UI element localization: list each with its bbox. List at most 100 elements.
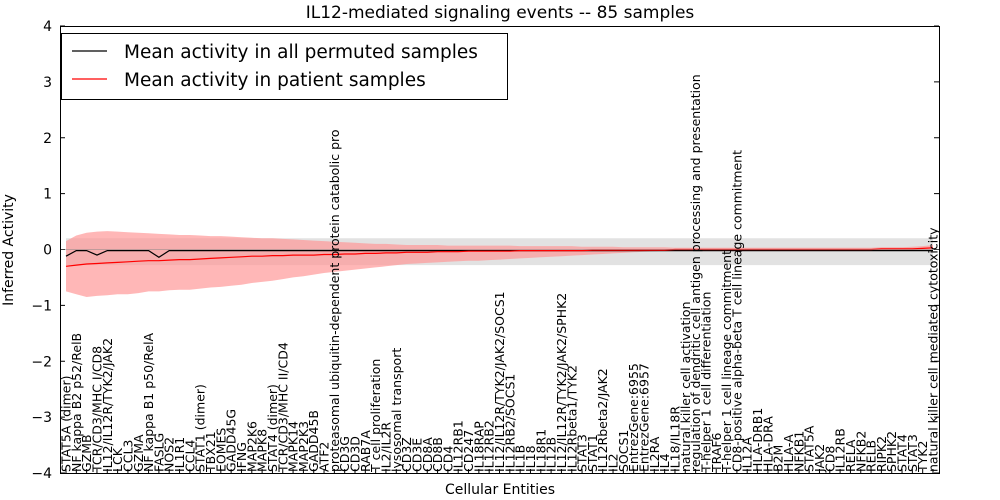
x-tick-label: IL18R1 (533, 429, 548, 472)
x-tick-label: CD3G (337, 436, 352, 472)
x-tick-label: GADD45B (306, 410, 321, 472)
x-tick-label: HLA-DRA (760, 416, 775, 472)
x-tick-label: STAT4 (895, 434, 910, 472)
x-tick-label: IL12/IL12R/TYK2/JAK2/SPHK2 (554, 293, 569, 472)
x-tick-label: CD3D (348, 436, 363, 472)
x-tick-label: IL2RA (647, 436, 662, 472)
x-tick-label: MAPK8 (255, 429, 270, 472)
x-tick-label: RELA (843, 439, 858, 472)
x-tick-label: CD4 (440, 446, 455, 472)
x-tick-label: TCR/CD3/MHC II/CD4 (275, 342, 290, 473)
x-tick-label: IL2 (606, 453, 621, 472)
x-tick-label: STAT3 (575, 434, 590, 472)
y-tick-label: 4 (43, 19, 52, 35)
confidence-bands (66, 231, 933, 297)
x-tick-label: MAPK14 (286, 421, 301, 472)
legend-label-permuted: Mean activity in all permuted samples (124, 42, 478, 63)
x-tick-label: ATF2 (317, 442, 332, 472)
x-tick-label: IL12RB2/SOCS1 (502, 374, 517, 472)
x-tick-label: GZMA (131, 434, 146, 472)
legend-box (61, 33, 508, 100)
x-tick-label: CD247 (461, 430, 476, 472)
x-tick-labels: STAT5A (dimer)NF kappa B2 p52/RelBGZMBTC… (59, 74, 941, 473)
x-tick-label: RIPK2 (874, 436, 889, 472)
x-tick-label: STAT1 (dimer) (193, 384, 208, 472)
x-tick-label: IL12/IL12R/TYK2/JAK2/SOCS1 (492, 291, 507, 472)
x-tick-label: IL1B (513, 445, 528, 472)
x-tick-label: RAB7A (358, 430, 373, 472)
x-axis-label: Cellular Entities (445, 482, 555, 498)
y-tick-label: 3 (43, 75, 52, 91)
x-tick-label: STAT3 (905, 434, 920, 472)
x-tick-label: CCL4 (182, 440, 197, 472)
x-tick-label: STAT1 (585, 434, 600, 472)
x-tick-label: IL18/IL18R (668, 406, 683, 472)
x-tick-label: B2M (771, 445, 786, 472)
x-tick-label: T-helper 1 cell differentiation (698, 292, 713, 473)
x-tick-label: natural killer cell mediated cytotoxicit… (926, 227, 941, 472)
x-tick-label: TRAF6 (709, 432, 724, 473)
x-tick-label: CCL3 (120, 440, 135, 472)
x-tick-label: IFNG (234, 442, 249, 472)
x-tick-label: IL12RB (833, 428, 848, 472)
x-tick-label: CD3E (409, 438, 424, 472)
x-tick-label: TYK2 (915, 441, 930, 473)
x-tick-label: CD8 (822, 446, 837, 472)
x-tick-label: IL12/IL12R/TYK2/JAK2 (100, 338, 115, 472)
x-tick-label: CD8A (420, 437, 435, 472)
x-tick-label: LCK (110, 447, 125, 472)
y-tick-label: −1 (31, 298, 52, 314)
x-tick-label: IL12Rbeta1/TYK2 (564, 365, 579, 472)
x-tick-label: TBX21 (203, 431, 218, 473)
x-tick-label: IL12Rbeta2/JAK2 (595, 368, 610, 472)
x-tick-label: regulation of dendritic cell antigen pro… (688, 74, 703, 472)
x-tick-label: GADD45G (224, 409, 239, 472)
x-tick-label: SPHK2 (884, 431, 899, 472)
y-tick-label: −2 (31, 354, 52, 370)
x-tick-label: NOS2 (162, 437, 177, 472)
x-tick-label: HLA-A (781, 434, 796, 472)
x-tick-label: CD8B (430, 437, 445, 472)
x-tick-label: EntrezGene:6957 (637, 363, 652, 472)
x-tick-label: EOMES (213, 428, 228, 472)
x-tick-label: FASLG (151, 433, 166, 472)
x-tick-label: natural killer cell activation (678, 301, 693, 472)
y-tick-label: −4 (31, 466, 52, 482)
x-tick-label: STAT5A (802, 425, 817, 472)
y-tick-label: 0 (43, 243, 52, 259)
x-tick-label: lysosomal transport (389, 348, 404, 472)
x-tick-label: proteasomal ubiquitin-dependent protein … (327, 129, 342, 472)
y-axis-label: Inferred Activity (1, 194, 17, 306)
x-tick-label: RELB (864, 440, 879, 472)
plot-frame (60, 26, 940, 474)
chart-title: IL12-mediated signaling events -- 85 sam… (306, 3, 695, 23)
x-tick-label: T cell proliferation (368, 359, 383, 473)
x-tick-label: NFKB2 (853, 431, 868, 472)
x-tick-label: T-helper 1 cell lineage commitment (719, 250, 734, 473)
x-tick-label: GZMB (79, 434, 94, 472)
y-tick-label: −3 (31, 410, 52, 426)
x-tick-label: IL4 (657, 453, 672, 472)
y-tick-label: 1 (43, 187, 52, 203)
x-tick-label: IL12B (544, 437, 559, 472)
x-tick-label: SOCS1 (616, 430, 631, 472)
x-tick-label: JAK2 (812, 444, 827, 473)
x-tick-label: TCR/CD3/MHC I/CD8 (90, 346, 105, 473)
x-tick-label: IL1R1 (172, 437, 187, 472)
legend: Mean activity in all permuted samples Me… (61, 33, 508, 100)
y-tick-label: 2 (43, 131, 52, 147)
x-tick-label: HLA-DRB1 (750, 408, 765, 472)
legend-label-patient: Mean activity in patient samples (124, 70, 426, 91)
x-tick-label: IL2/IL2R (379, 422, 394, 472)
x-tick-label: IL12RB1 (451, 420, 466, 472)
x-tick-label: CD3Z (399, 437, 414, 472)
y-axis: 4 3 2 1 0 −1 −2 −3 −4 (31, 19, 939, 482)
x-tick-label: IL12RB2 (482, 420, 497, 472)
x-tick-label: CD8-positive alpha-beta T cell lineage c… (729, 150, 744, 472)
x-tick-label: NF kappa B2 p52/RelB (69, 333, 84, 472)
x-tick-label: IL18RAP (471, 421, 486, 472)
x-tick-label: NFKB1 (791, 431, 806, 472)
x-tick-label: STAT5A (dimer) (59, 376, 74, 472)
band-series-1 (66, 231, 933, 297)
